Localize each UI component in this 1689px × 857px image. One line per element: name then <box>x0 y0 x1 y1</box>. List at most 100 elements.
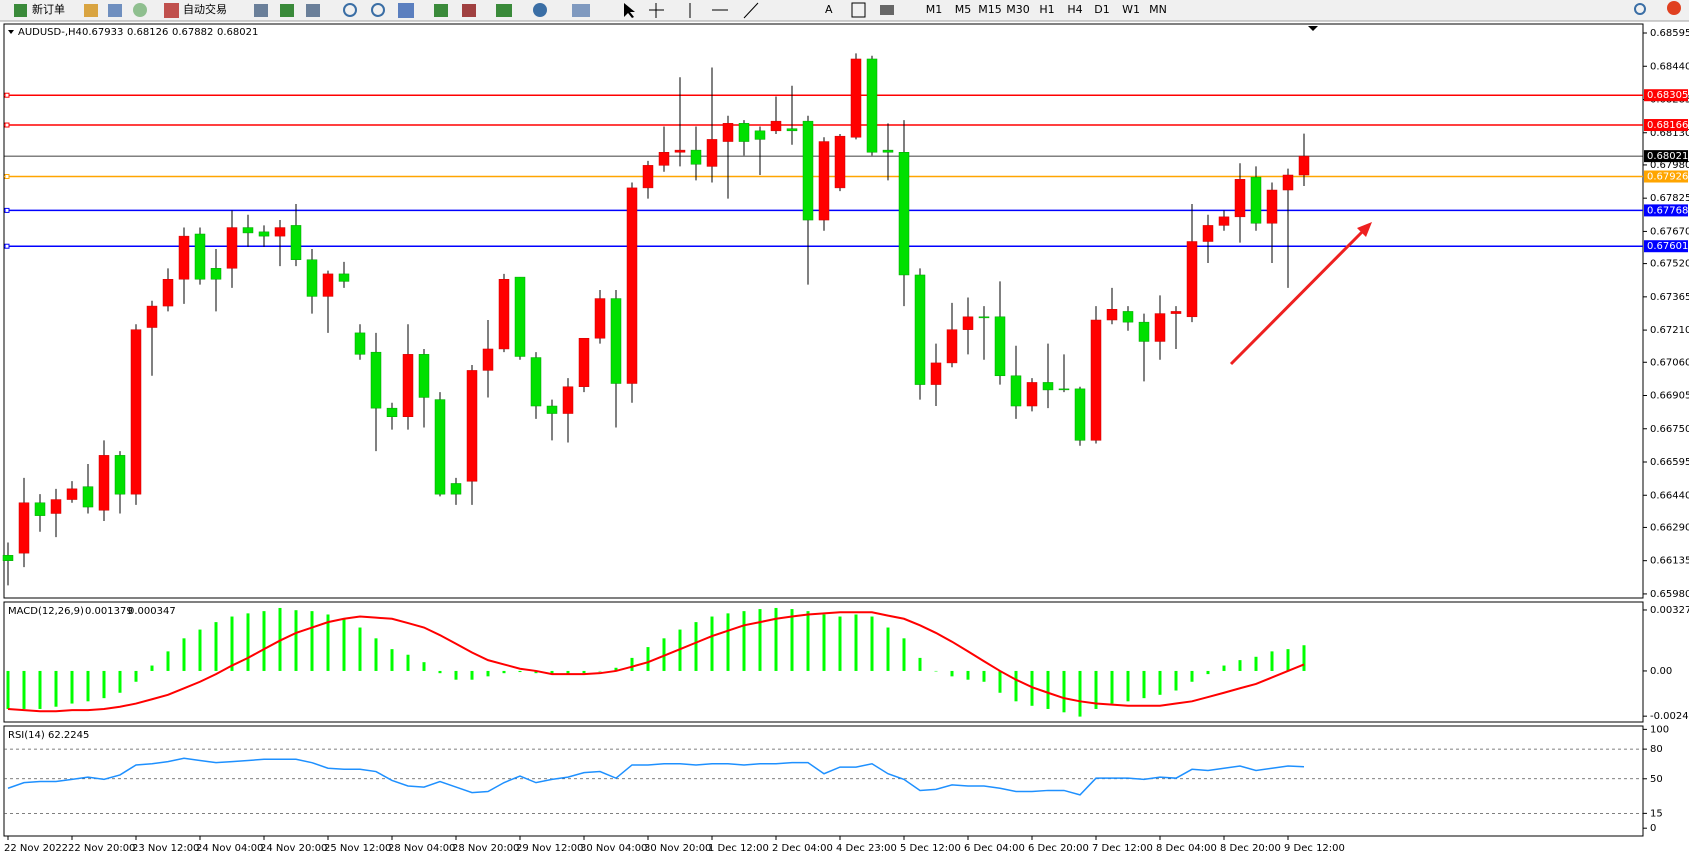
timeframe-button[interactable]: MN <box>1149 3 1167 16</box>
toolbar-icon[interactable] <box>496 4 512 17</box>
toolbar-icon[interactable] <box>851 2 866 18</box>
toolbar-icon[interactable] <box>462 4 476 17</box>
toolbar-icon[interactable] <box>689 2 759 19</box>
y-tick-label: 80 <box>1650 744 1663 755</box>
toolbar-icon[interactable] <box>280 4 294 17</box>
macd-bar <box>54 670 58 707</box>
candle-body <box>1298 155 1310 176</box>
toolbar-icon[interactable] <box>624 3 635 18</box>
candle-body <box>530 357 542 407</box>
signal-line <box>7 611 1305 713</box>
toolbar-icon[interactable] <box>533 3 547 17</box>
timeframe-button[interactable]: M15 <box>978 3 1002 16</box>
level-label: 0.67926 <box>1647 172 1688 183</box>
candle-body <box>594 298 606 339</box>
candle-body <box>258 231 270 237</box>
toolbar-icon[interactable] <box>434 4 448 17</box>
ohlc-value: 0.67933 <box>82 27 123 38</box>
y-tick-label: -0.002427 <box>1650 711 1689 722</box>
macd-bar <box>966 670 970 680</box>
candle-body <box>818 141 830 221</box>
macd-bar <box>1206 670 1210 675</box>
toolbar-button[interactable]: 自动交易 <box>183 2 227 16</box>
candle-body <box>1122 311 1134 323</box>
macd-bar <box>998 670 1002 693</box>
candle-body <box>930 362 942 385</box>
macd-bar <box>278 607 282 671</box>
y-tick-label: 50 <box>1650 774 1663 785</box>
macd-bar <box>918 657 922 671</box>
toolbar-icon[interactable] <box>398 3 414 18</box>
macd-bar <box>22 670 26 709</box>
y-tick-label: 15 <box>1650 808 1663 819</box>
macd-bar <box>294 610 298 671</box>
timeframe-button[interactable]: H4 <box>1067 3 1082 16</box>
candle-body <box>226 227 238 269</box>
toolbar-icon[interactable] <box>108 4 122 17</box>
timeframe-button[interactable]: W1 <box>1122 3 1140 16</box>
signal-value: 0.000347 <box>128 606 176 617</box>
candle-body <box>418 354 430 398</box>
macd-bar <box>1062 670 1066 713</box>
candle-body <box>66 488 78 500</box>
macd-bar <box>902 638 906 671</box>
candle-body <box>498 279 510 350</box>
toolbar-icon[interactable] <box>254 4 268 17</box>
y-tick-label: 0.66595 <box>1650 457 1689 468</box>
candle-body <box>306 259 318 297</box>
candle-body <box>1170 311 1182 314</box>
macd-bar <box>454 670 458 680</box>
macd-bar <box>1110 670 1114 704</box>
level-handle <box>4 122 10 128</box>
macd-bar <box>6 670 10 709</box>
macd-bar <box>1030 670 1034 706</box>
macd-bar <box>70 670 74 704</box>
macd-bar <box>758 609 762 671</box>
macd-bar <box>694 622 698 671</box>
timeframe-button[interactable]: H1 <box>1039 3 1054 16</box>
y-tick-label: 0.67210 <box>1650 325 1689 336</box>
toolbar-icon[interactable] <box>84 4 98 17</box>
timeframe-button[interactable]: D1 <box>1094 3 1109 16</box>
macd-bar <box>214 622 218 671</box>
annotation-arrow-head <box>1357 222 1372 237</box>
toolbar: 新订单 自动交易 A M1 M5 M15 M30 H1 H4 D1 W1 MN <box>0 0 1689 22</box>
toolbar-icon[interactable] <box>306 4 320 17</box>
timeframe-button[interactable]: M30 <box>1006 3 1030 16</box>
y-tick-label: 0.66905 <box>1650 391 1689 402</box>
timeframe-button[interactable]: M5 <box>955 3 972 16</box>
toolbar-icon[interactable] <box>14 4 27 17</box>
macd-bar <box>1158 670 1162 695</box>
y-tick-label: 0.67060 <box>1650 357 1689 368</box>
main-panel <box>3 23 1644 599</box>
macd-bar <box>1142 670 1146 699</box>
candle-body <box>354 332 366 355</box>
macd-bar <box>486 670 490 677</box>
indicator-title: MACD(12,26,9) <box>8 606 84 617</box>
x-tick-label: 22 Nov 2022 <box>4 843 68 854</box>
toolbar-icon[interactable] <box>343 3 357 17</box>
toolbar-button[interactable]: 新订单 <box>32 2 65 16</box>
timeframe-button[interactable]: M1 <box>926 3 943 16</box>
toolbar-icon[interactable] <box>371 3 385 17</box>
candle-body <box>610 298 622 384</box>
x-tick-label: 6 Dec 20:00 <box>1028 843 1089 854</box>
toolbar-icon[interactable]: A <box>825 3 833 16</box>
level-label-bg <box>1644 240 1688 253</box>
macd-bar <box>102 670 106 699</box>
toolbar-icon[interactable] <box>880 5 894 15</box>
macd-bar <box>838 616 842 671</box>
notification-icon[interactable] <box>1667 1 1681 15</box>
candle-body <box>82 486 94 508</box>
y-tick-label: 0.66750 <box>1650 424 1689 435</box>
toolbar-icon[interactable] <box>649 3 664 18</box>
search-icon[interactable] <box>1634 3 1646 15</box>
level-handle <box>4 92 10 98</box>
macd-bar <box>1302 645 1306 671</box>
toolbar-icon[interactable] <box>572 4 590 17</box>
macd-bar <box>982 670 986 682</box>
rsi-value: 62.2245 <box>48 730 89 741</box>
candle-body <box>1058 388 1070 391</box>
toolbar-icon[interactable] <box>133 3 147 17</box>
toolbar-icon[interactable] <box>164 3 179 18</box>
